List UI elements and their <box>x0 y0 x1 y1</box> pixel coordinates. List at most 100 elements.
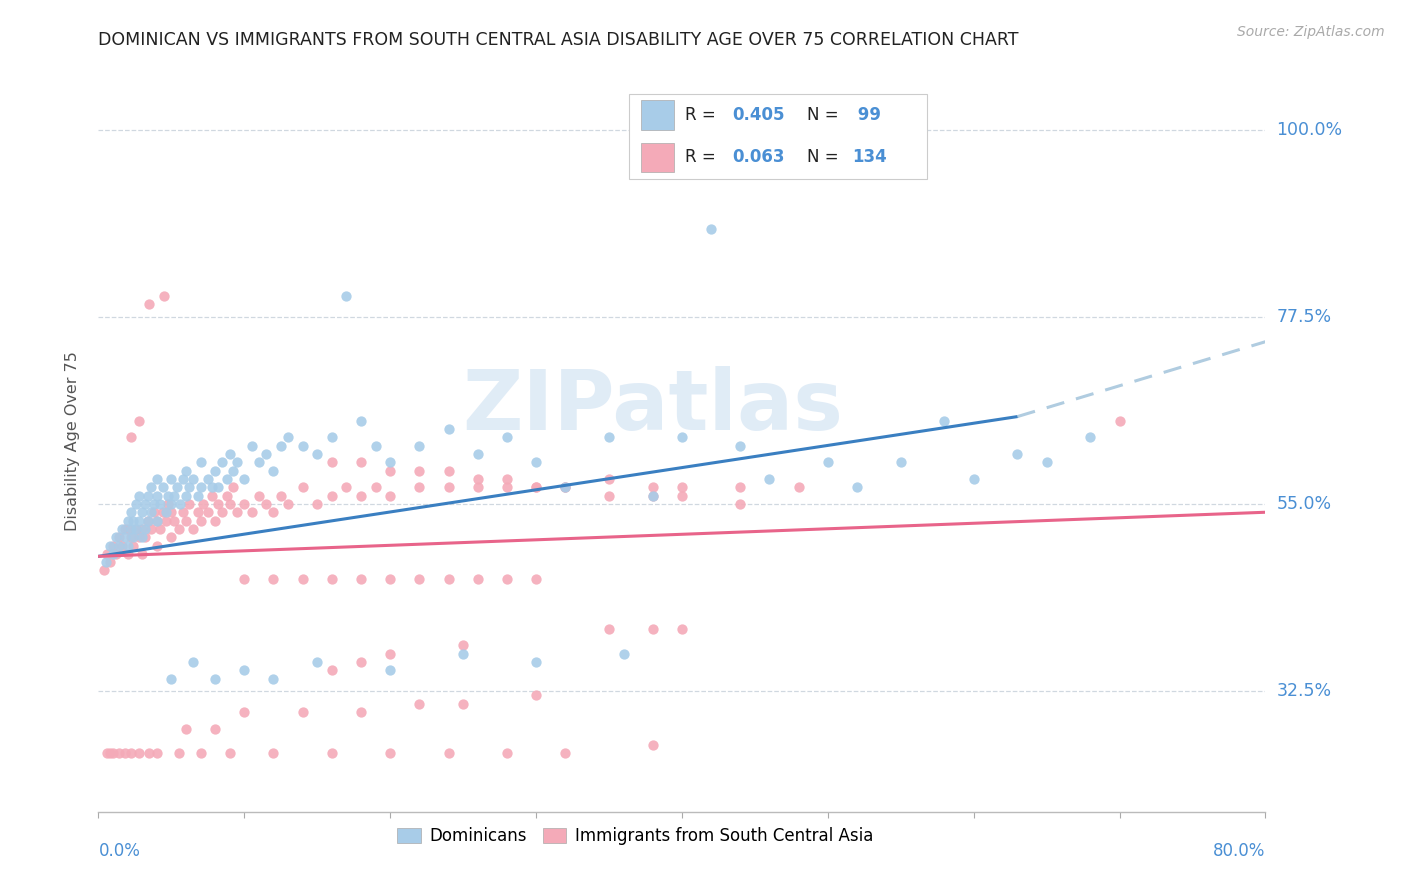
Point <box>612 647 634 661</box>
Point <box>98 555 121 569</box>
Point <box>155 505 177 519</box>
Point <box>136 514 159 528</box>
Text: Source: ZipAtlas.com: Source: ZipAtlas.com <box>1237 25 1385 39</box>
Point <box>598 472 620 486</box>
Text: DOMINICAN VS IMMIGRANTS FROM SOUTH CENTRAL ASIA DISABILITY AGE OVER 75 CORRELATI: DOMINICAN VS IMMIGRANTS FROM SOUTH CENTR… <box>98 31 1019 49</box>
Text: N =: N = <box>807 106 844 124</box>
Point <box>787 480 810 494</box>
Point <box>94 555 117 569</box>
Point <box>671 622 693 636</box>
Point <box>177 497 200 511</box>
Point <box>174 514 197 528</box>
Point <box>524 480 547 494</box>
Point <box>262 572 284 586</box>
Point <box>350 572 373 586</box>
Point <box>451 697 474 711</box>
Point <box>730 497 752 511</box>
Text: ZIPatlas: ZIPatlas <box>463 366 844 447</box>
Point <box>146 514 169 528</box>
Point <box>117 514 139 528</box>
Point <box>221 480 243 494</box>
Point <box>554 480 576 494</box>
Point <box>187 489 209 503</box>
Point <box>437 464 460 478</box>
Point <box>962 472 984 486</box>
Point <box>193 497 215 511</box>
Point <box>321 430 343 444</box>
Point <box>204 672 226 686</box>
Point <box>467 447 489 461</box>
Point <box>152 505 174 519</box>
Point <box>174 489 197 503</box>
Point <box>122 514 145 528</box>
Point <box>160 497 183 511</box>
Point <box>467 472 489 486</box>
Point <box>291 439 314 453</box>
Point <box>146 472 169 486</box>
Point <box>93 564 115 578</box>
Point <box>117 522 139 536</box>
Point <box>218 497 240 511</box>
Text: 77.5%: 77.5% <box>1277 308 1331 326</box>
Point <box>218 447 240 461</box>
Point <box>247 455 270 469</box>
Text: 55.0%: 55.0% <box>1277 495 1331 513</box>
Point <box>1108 414 1130 428</box>
Point <box>114 747 136 761</box>
Point <box>641 489 664 503</box>
Point <box>101 539 124 553</box>
Point <box>181 522 204 536</box>
Point <box>321 572 343 586</box>
Point <box>190 514 212 528</box>
Point <box>117 539 139 553</box>
Point <box>758 472 780 486</box>
Point <box>524 655 547 669</box>
Point <box>174 464 197 478</box>
Text: 0.0%: 0.0% <box>98 842 141 860</box>
Point <box>177 480 200 494</box>
Point <box>122 539 145 553</box>
Point <box>160 672 183 686</box>
Point <box>98 539 121 553</box>
Point <box>98 747 121 761</box>
Point <box>598 430 620 444</box>
Point <box>169 497 191 511</box>
Point <box>108 747 131 761</box>
Point <box>350 655 373 669</box>
Point <box>262 747 284 761</box>
Point <box>307 655 329 669</box>
Point <box>128 747 150 761</box>
Text: R =: R = <box>685 148 721 167</box>
Point <box>270 439 292 453</box>
Point <box>101 747 124 761</box>
Point <box>108 530 131 544</box>
Point <box>138 297 160 311</box>
Point <box>101 547 124 561</box>
Point <box>125 497 148 511</box>
Point <box>1007 447 1029 461</box>
Point <box>163 489 186 503</box>
Point <box>641 489 664 503</box>
Point <box>157 489 180 503</box>
Point <box>408 439 430 453</box>
Point <box>233 663 256 677</box>
Point <box>131 522 153 536</box>
FancyBboxPatch shape <box>641 143 673 172</box>
Point <box>321 489 343 503</box>
Point <box>211 505 233 519</box>
Point <box>408 697 430 711</box>
Text: 134: 134 <box>852 148 887 167</box>
Point <box>96 747 118 761</box>
Point <box>730 439 752 453</box>
Point <box>233 472 256 486</box>
Point <box>167 522 190 536</box>
Point <box>233 705 256 719</box>
Point <box>149 497 172 511</box>
Point <box>138 747 160 761</box>
Point <box>128 530 150 544</box>
Point <box>307 447 329 461</box>
Point <box>364 480 387 494</box>
Point <box>554 480 576 494</box>
Text: 99: 99 <box>852 106 882 124</box>
FancyBboxPatch shape <box>630 94 927 178</box>
